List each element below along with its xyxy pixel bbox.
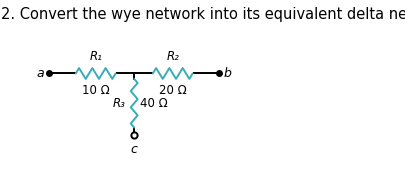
Text: 40 Ω: 40 Ω <box>140 97 167 110</box>
Text: b: b <box>224 67 231 80</box>
Text: c: c <box>130 143 137 156</box>
Text: R₁: R₁ <box>89 50 102 63</box>
Text: 2. Convert the wye network into its equivalent delta network.: 2. Convert the wye network into its equi… <box>1 7 405 22</box>
Text: R₂: R₂ <box>166 50 179 63</box>
Text: 20 Ω: 20 Ω <box>158 84 186 97</box>
Text: a: a <box>37 67 44 80</box>
Text: 10 Ω: 10 Ω <box>82 84 109 97</box>
Text: R₃: R₃ <box>113 97 126 110</box>
